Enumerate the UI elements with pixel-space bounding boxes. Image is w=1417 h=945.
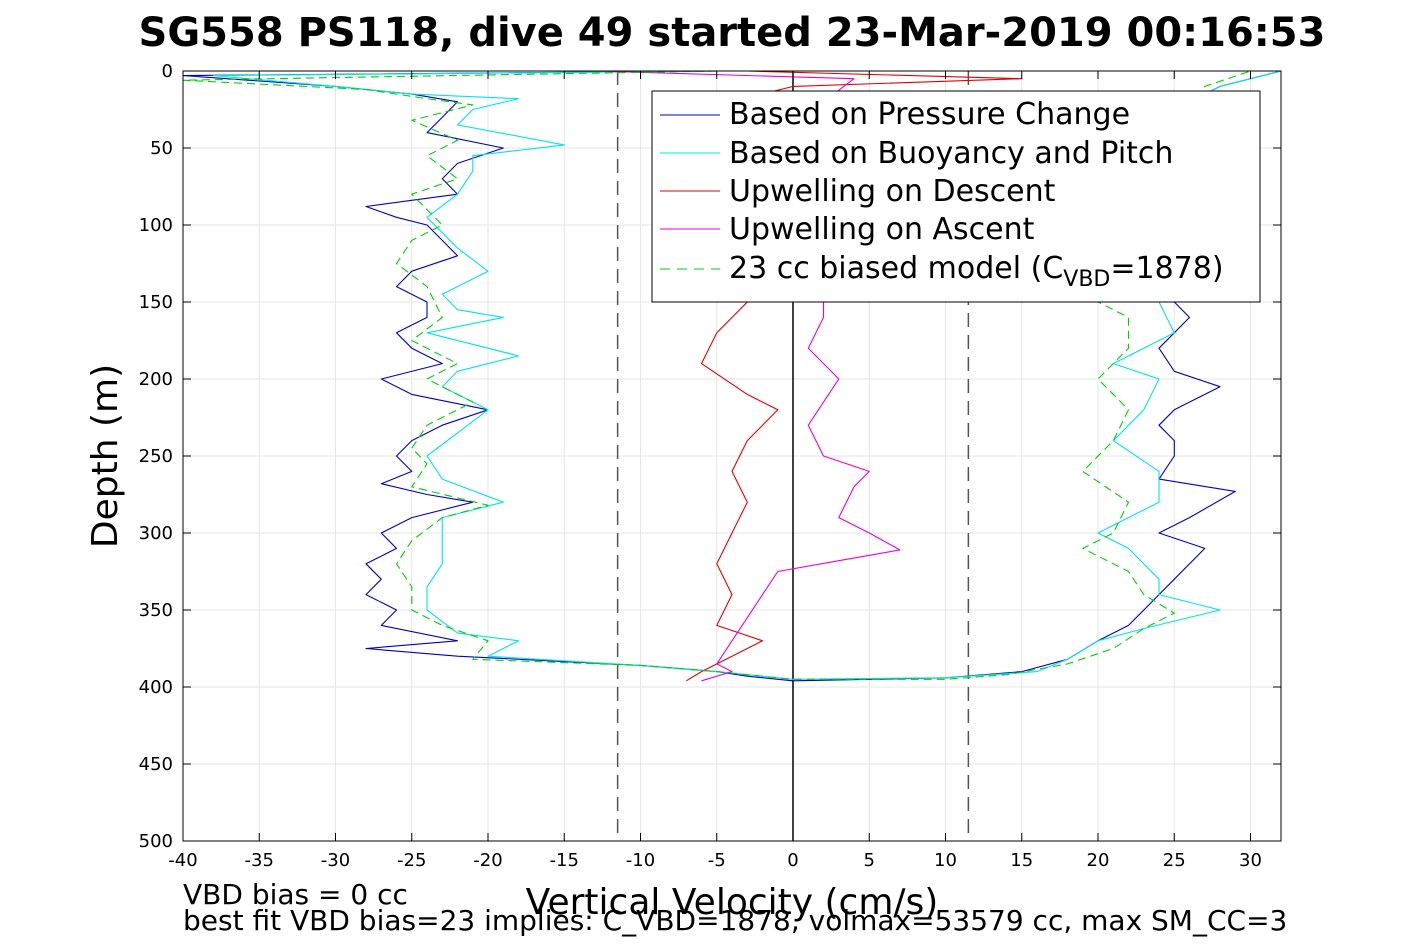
- series-line-0: [182, 70, 1282, 682]
- x-axis-ticks: -40 -35 -30 -25 -20 -15 -10 -5 0 5 10 15 20 25 30: [168, 71, 1262, 871]
- legend-label-buoyancy: Based on Buoyancy and Pitch: [729, 136, 1173, 171]
- legend-label-model-sub: VBD: [1063, 267, 1110, 292]
- note-vbd-bias: VBD bias = 0 cc: [183, 878, 408, 911]
- y-tick-label: 50: [150, 138, 173, 159]
- chart-title: SG558 PS118, dive 49 started 23-Mar-2019…: [139, 10, 1326, 56]
- y-axis-ticks: 0 50 100 150 200 250 300 350 400 450 500: [139, 61, 1281, 852]
- x-tick-label: -10: [626, 850, 655, 871]
- y-tick-label: 0: [162, 61, 173, 82]
- series-line-1: [212, 70, 1282, 680]
- y-tick-label: 150: [139, 292, 173, 313]
- x-tick-label: -5: [708, 850, 726, 871]
- y-tick-label: 100: [139, 215, 173, 236]
- legend-label-model-main: 23 cc biased model (C: [729, 251, 1063, 286]
- note-best-fit: best fit VBD bias=23 implies: C_VBD=1878…: [183, 904, 1287, 937]
- x-tick-label: 10: [934, 850, 957, 871]
- legend: Based on Pressure Change Based on Buoyan…: [651, 90, 1261, 303]
- x-tick-label: 0: [787, 850, 798, 871]
- y-tick-label: 200: [139, 369, 173, 390]
- y-tick-label: 500: [139, 831, 173, 852]
- legend-label-pressure: Based on Pressure Change: [729, 97, 1130, 132]
- legend-label-descent: Upwelling on Descent: [729, 174, 1056, 209]
- legend-label-model: 23 cc biased model (CVBD=1878): [729, 251, 1224, 292]
- x-tick-label: -35: [245, 850, 274, 871]
- y-axis-label: Depth (m): [85, 364, 126, 548]
- x-tick-label: -30: [321, 850, 350, 871]
- x-tick-label: 25: [1163, 850, 1186, 871]
- y-tick-label: 450: [139, 754, 173, 775]
- x-tick-label: -25: [397, 850, 426, 871]
- x-tick-label: 20: [1087, 850, 1110, 871]
- x-tick-label: 30: [1239, 850, 1262, 871]
- x-tick-label: 5: [864, 850, 875, 871]
- x-tick-label: -20: [473, 850, 502, 871]
- x-tick-label: 15: [1010, 850, 1033, 871]
- x-tick-label: -15: [550, 850, 579, 871]
- y-tick-label: 250: [139, 446, 173, 467]
- series-line-4: [182, 70, 1251, 680]
- legend-label-ascent: Upwelling on Ascent: [729, 212, 1035, 247]
- legend-box: [651, 90, 1261, 303]
- x-tick-label: -40: [168, 850, 197, 871]
- y-tick-label: 400: [139, 677, 173, 698]
- x-axis-label: Vertical Velocity (cm/s): [526, 882, 939, 923]
- y-tick-label: 300: [139, 523, 173, 544]
- y-tick-label: 350: [139, 600, 173, 621]
- legend-label-model-tail: =1878): [1110, 251, 1223, 286]
